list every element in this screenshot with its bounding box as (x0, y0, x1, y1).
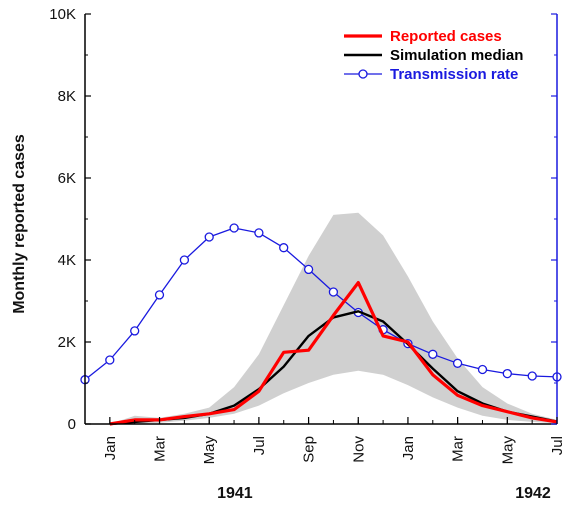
x-tick-label: Jan (400, 436, 417, 460)
legend: Reported cases Simulation median Transmiss… (344, 28, 523, 83)
y-tick-label: 0 (68, 416, 76, 433)
reported-cases-line (109, 281, 558, 426)
transmission-rate-point (179, 255, 190, 265)
transmission-rate-point (303, 264, 314, 275)
y-tick-label: 4K (58, 252, 76, 269)
x-tick-label: May (499, 436, 516, 465)
transmission-rate-point (254, 228, 264, 238)
transmission-rate-point (452, 358, 463, 368)
x-tick-label: May (201, 436, 218, 465)
transmission-rate-point (229, 223, 239, 233)
x-tick-label: Mar (450, 436, 467, 462)
transmission-rate-point (477, 364, 488, 375)
legend-label: Reported cases (390, 28, 502, 45)
transmission-rate-point (204, 232, 214, 242)
year-label: 1942 (515, 485, 551, 502)
series-layer (80, 223, 562, 426)
year-label: 1941 (217, 485, 253, 502)
ticks-layer: 0 2K 4K 6K 8K 10K Jan Mar May Jul Sep Nov Jan Mar May J… (49, 6, 566, 464)
transmission-rate-point (328, 287, 339, 297)
transmission-rate-point (502, 368, 512, 379)
plot-area (80, 212, 562, 426)
y-tick-label: 10K (49, 6, 76, 23)
x-tick-label: Mar (152, 436, 169, 462)
x-tick-label: Jul (251, 436, 268, 455)
y-axis-title: Monthly reported cases (11, 134, 28, 314)
y-tick-label: 6K (58, 170, 76, 187)
x-tick-label: Jul (549, 436, 566, 455)
legend-marker-transmission-rate (358, 69, 368, 79)
legend-label: Simulation median (390, 47, 523, 64)
transmission-rate-point (428, 349, 438, 359)
year-labels: 1941 1942 (217, 485, 551, 502)
x-tick-label: Nov (350, 436, 367, 463)
transmission-rate-point (130, 326, 140, 336)
y-tick-label: 8K (58, 88, 76, 105)
transmission-rate-point (279, 243, 289, 253)
x-tick-label: Jan (102, 436, 119, 460)
transmission-rate-point (154, 290, 165, 300)
transmission-rate-point (527, 371, 537, 381)
transmission-rate-point (105, 355, 115, 365)
legend-label: Transmission rate (390, 66, 518, 83)
x-tick-label: Sep (301, 436, 318, 463)
y-tick-label: 2K (58, 334, 76, 351)
